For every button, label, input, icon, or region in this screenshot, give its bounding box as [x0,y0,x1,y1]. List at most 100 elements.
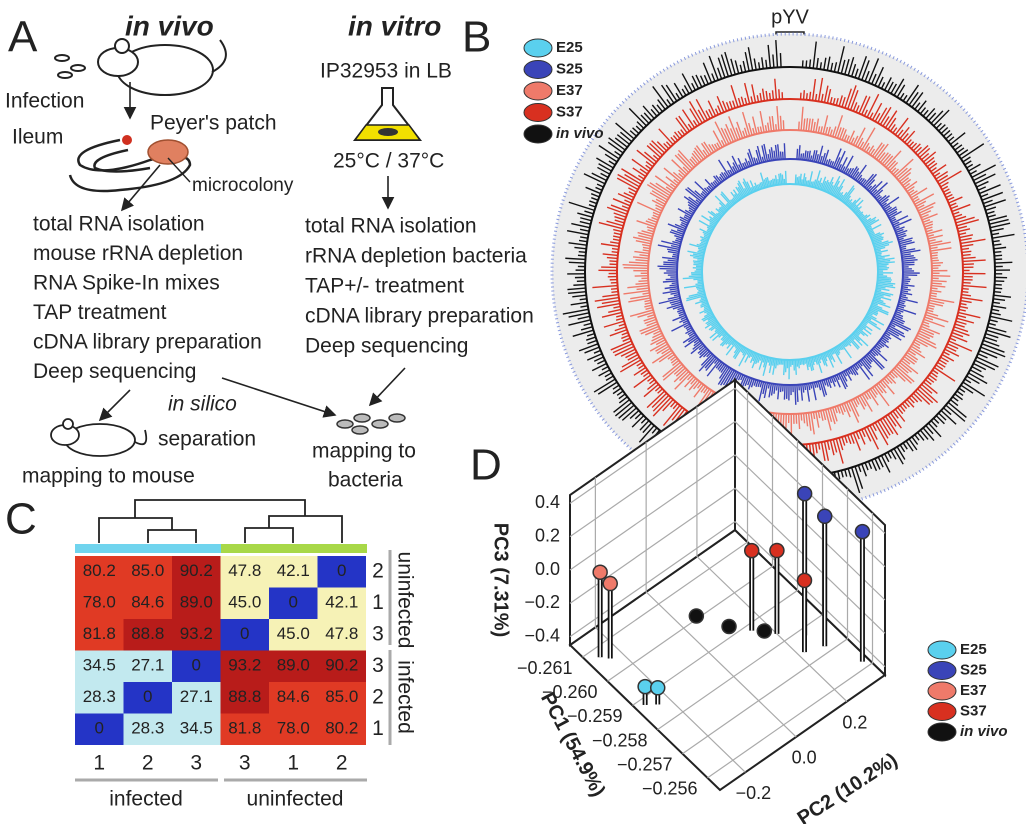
col-group-label: infected [109,788,183,811]
step: TAP+/- treatment [305,275,464,298]
group-bar [75,544,221,553]
cell-value: 0 [289,593,298,612]
legend-label: E25 [960,641,987,658]
col-label: 1 [287,752,299,775]
heat-cell [220,556,269,588]
cell-value: 47.8 [228,561,261,580]
z-tick-label: −0.2 [524,592,560,612]
heat-cell [269,650,318,682]
pointer [167,157,191,183]
grid-line [569,454,886,601]
label: IP32953 in LB [320,60,452,83]
heat-cell [220,682,269,714]
legend-label: S25 [556,60,583,77]
heat-cell [220,619,269,651]
y-tick-label: −0.2 [736,783,772,803]
cell-value: 0 [143,687,152,706]
row-label: 2 [372,559,384,582]
step: cDNA library preparation [33,331,262,354]
bacteria-icon [336,413,406,435]
label: mapping to [312,440,416,463]
heat-cell [220,587,269,619]
cell-value: 0 [240,624,249,643]
heat-cell [75,713,124,745]
cell-value: 80.2 [83,561,116,580]
label: bacteria [328,469,403,492]
legend-label: E37 [960,682,987,699]
x-tick-label: −0.259 [567,706,623,726]
point [592,564,608,581]
point [796,572,813,589]
grid-line [582,392,749,658]
cell-value: 28.3 [131,719,164,738]
grid-line [569,387,886,534]
col-label: 3 [190,752,202,775]
row-label: 3 [372,622,384,645]
step: mouse rRNA depletion [33,242,243,265]
heat-cell [75,619,124,651]
col-label: 3 [239,752,251,775]
row-label: 3 [372,654,384,677]
label: 25°C / 37°C [333,150,444,173]
mouse-icon [50,418,148,457]
legend-swatch [523,81,553,101]
panel-letter: D [470,441,502,490]
grid-line [594,477,746,773]
x-tick-label: −0.256 [642,779,698,799]
z-tick-label: −0.4 [524,625,560,645]
cell-value: 0 [337,561,346,580]
point [602,575,618,592]
arrow [221,377,337,418]
x-tick-label: −0.260 [542,682,598,702]
dendrogram [98,499,343,543]
grid-line [569,487,886,634]
legend-swatch [523,38,553,58]
cell-value: 0 [192,656,201,675]
x-tick-label: −0.261 [517,658,573,678]
row-group-label: infected [393,660,416,734]
point [688,608,705,624]
heat-cell [123,682,172,714]
grid-line [632,440,799,706]
panel-letter: C [5,495,37,544]
arrow [368,367,406,407]
heat-cell [317,650,366,682]
cell-value: 84.6 [277,687,310,706]
legend-swatch [927,681,957,701]
heat-cell [172,587,221,619]
grid-line [696,406,848,702]
legend-swatch [523,103,553,122]
step: total RNA isolation [305,215,477,238]
cell-value: 27.1 [180,687,213,706]
z-tick-label: 0.4 [535,492,560,512]
legend-label: in vivo [556,125,604,142]
heat-cell [220,713,269,745]
heat-cell [172,619,221,651]
row-label: 2 [372,685,384,708]
step: total RNA isolation [33,213,205,236]
z-tick-label: 0.0 [535,559,560,579]
arrow [120,164,161,212]
heat-cell [269,587,318,619]
cell-value: 42.1 [277,561,310,580]
heat-cell [123,556,172,588]
point [649,680,666,696]
x-tick-label: −0.257 [617,755,673,775]
point [637,678,653,695]
heat-cell [75,650,124,682]
row-label: 1 [372,591,384,614]
cell-value: 81.8 [228,719,261,738]
grid-line [607,416,774,682]
cell-value: 93.2 [228,656,261,675]
intestine-icon [68,135,192,193]
cell-value: 0 [95,719,104,738]
group-bar [221,544,367,553]
heat-cell [123,619,172,651]
cell-value: 89.0 [277,656,310,675]
legend-swatch [927,722,957,742]
cell-value: 45.0 [228,593,261,612]
cell-value: 89.0 [180,593,213,612]
ring-base [647,129,933,415]
step: rRNA depletion bacteria [305,245,527,268]
cell-value: 27.1 [131,656,164,675]
